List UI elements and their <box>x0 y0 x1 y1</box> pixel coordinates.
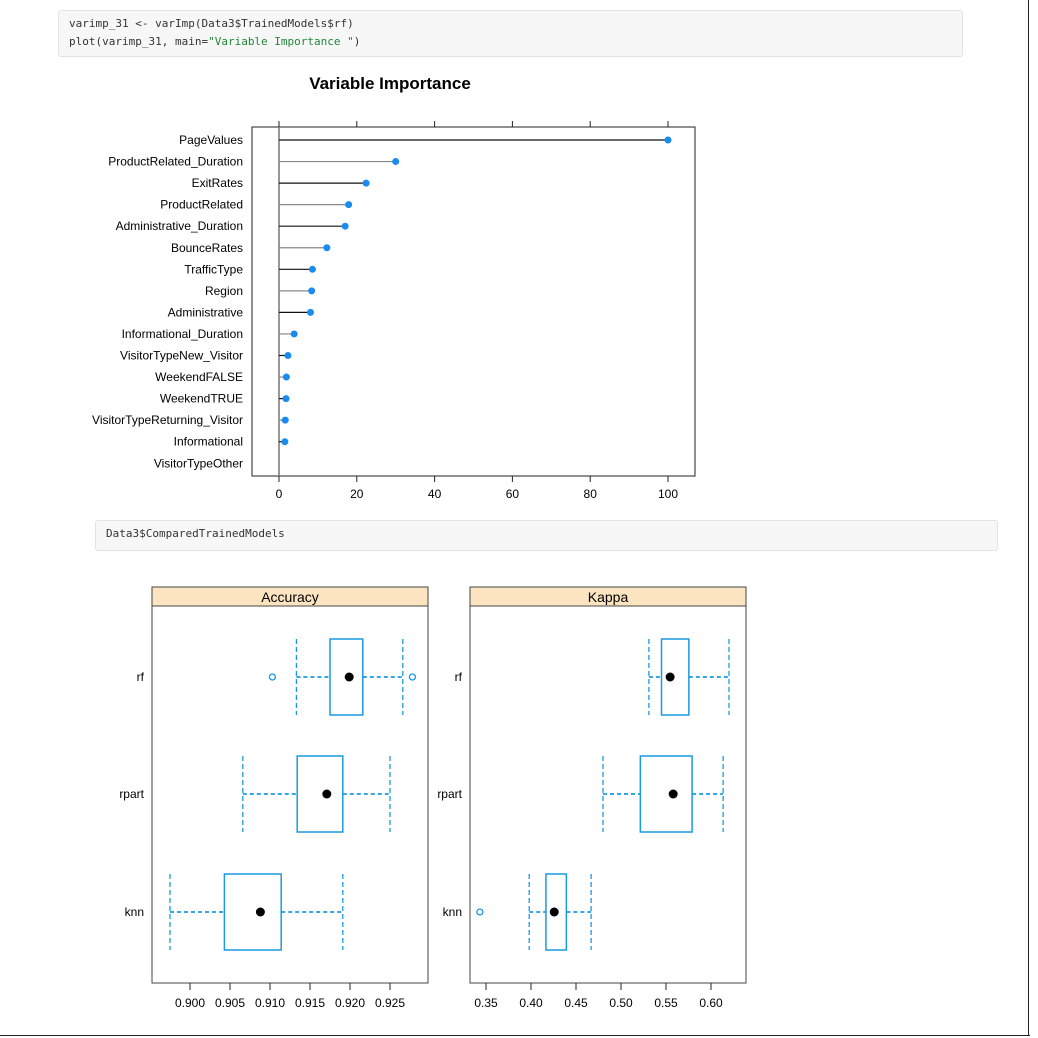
box-rf <box>660 638 690 716</box>
importance-point <box>341 222 349 230</box>
frame-border <box>1028 0 1029 1036</box>
importance-point <box>282 373 290 381</box>
importance-point <box>392 158 400 166</box>
code-text: plot(varimp_31, main= <box>69 35 209 48</box>
x-tick-label: 60 <box>506 487 520 501</box>
y-category-label: rpart <box>437 787 462 801</box>
box-knn <box>545 873 568 951</box>
y-category-label: VisitorTypeReturning_Visitor <box>92 413 243 427</box>
panel-frame <box>469 586 747 984</box>
importance-point <box>308 265 316 273</box>
code-line: Data3$ComparedTrainedModels <box>106 527 285 540</box>
y-category-label: Administrative <box>168 305 244 319</box>
y-category-label: Informational_Duration <box>122 327 243 341</box>
y-category-label: Informational <box>174 435 243 449</box>
y-category-label: WeekendTRUE <box>160 392 243 406</box>
y-category-label: TrafficType <box>184 262 243 276</box>
y-category-label: VisitorTypeNew_Visitor <box>120 349 243 363</box>
x-tick-label: 0.910 <box>255 996 285 1010</box>
median-dot <box>549 907 559 917</box>
y-category-label: rf <box>137 670 145 684</box>
median-dot <box>322 789 332 799</box>
importance-point <box>664 136 672 144</box>
y-category-label: ProductRelated <box>160 198 243 212</box>
y-category-label: PageValues <box>179 133 243 147</box>
x-tick-label: 0.50 <box>609 996 633 1010</box>
x-tick-label: 0.60 <box>699 996 723 1010</box>
x-tick-label: 80 <box>584 487 598 501</box>
box-rpart <box>296 755 344 833</box>
code-cell-compare[interactable]: Data3$ComparedTrainedModels <box>95 520 998 551</box>
importance-point <box>281 438 289 446</box>
importance-point <box>345 201 353 209</box>
y-category-label: Region <box>205 284 243 298</box>
importance-point <box>282 395 290 403</box>
y-category-label: ExitRates <box>192 176 243 190</box>
plot-frame <box>251 126 696 477</box>
x-tick-label: 0 <box>276 487 283 501</box>
box-rpart <box>639 755 693 833</box>
x-tick-label: 0.35 <box>474 996 498 1010</box>
code-cell-varimp[interactable]: varimp_31 <- varImp(Data3$TrainedModels$… <box>58 10 963 57</box>
median-dot <box>665 672 675 682</box>
x-tick-label: 0.915 <box>295 996 325 1010</box>
x-tick-label: 0.55 <box>654 996 678 1010</box>
code-string: "Variable Importance " <box>208 35 354 48</box>
importance-point <box>284 352 292 359</box>
outlier-point <box>476 908 484 916</box>
y-category-label: knn <box>125 905 144 919</box>
median-dot <box>344 672 354 682</box>
median-dot <box>668 789 678 799</box>
x-tick-label: 0.45 <box>564 996 588 1010</box>
box-knn <box>223 873 282 951</box>
panel-title: Accuracy <box>261 589 319 605</box>
x-tick-label: 40 <box>428 487 442 501</box>
median-dot <box>255 907 265 917</box>
outlier-point <box>408 673 417 681</box>
y-category-label: Administrative_Duration <box>116 219 243 233</box>
y-category-label: BounceRates <box>171 241 243 255</box>
y-category-label: rpart <box>119 787 144 801</box>
panel-strip <box>469 586 747 607</box>
x-tick-label: 0.40 <box>519 996 543 1010</box>
outlier-point <box>268 673 277 681</box>
box-rf <box>329 638 364 716</box>
chart-title: Variable Importance <box>309 74 471 93</box>
importance-point <box>290 330 298 338</box>
y-category-label: knn <box>443 905 462 919</box>
panel-frame <box>151 586 429 984</box>
panel-strip <box>151 586 429 607</box>
importance-point <box>307 308 315 316</box>
panel-title: Kappa <box>588 589 629 605</box>
y-category-label: rf <box>455 670 463 684</box>
importance-point <box>362 179 370 187</box>
y-category-label: ProductRelated_Duration <box>108 155 243 169</box>
x-tick-label: 20 <box>350 487 364 501</box>
importance-point <box>281 416 289 424</box>
y-category-label: WeekendFALSE <box>155 370 243 384</box>
importance-point <box>308 287 316 295</box>
y-category-label: VisitorTypeOther <box>154 456 243 470</box>
code-line: plot(varimp_31, main="Variable Importanc… <box>69 33 952 51</box>
importance-point <box>323 244 331 252</box>
x-tick-label: 0.900 <box>175 996 205 1010</box>
code-text: ) <box>353 35 361 48</box>
x-tick-label: 0.925 <box>375 996 405 1010</box>
x-tick-label: 0.905 <box>215 996 245 1010</box>
x-tick-label: 0.920 <box>335 996 365 1010</box>
x-tick-label: 100 <box>658 487 678 501</box>
code-line: varimp_31 <- varImp(Data3$TrainedModels$… <box>69 17 354 30</box>
frame-border <box>0 1035 1030 1036</box>
